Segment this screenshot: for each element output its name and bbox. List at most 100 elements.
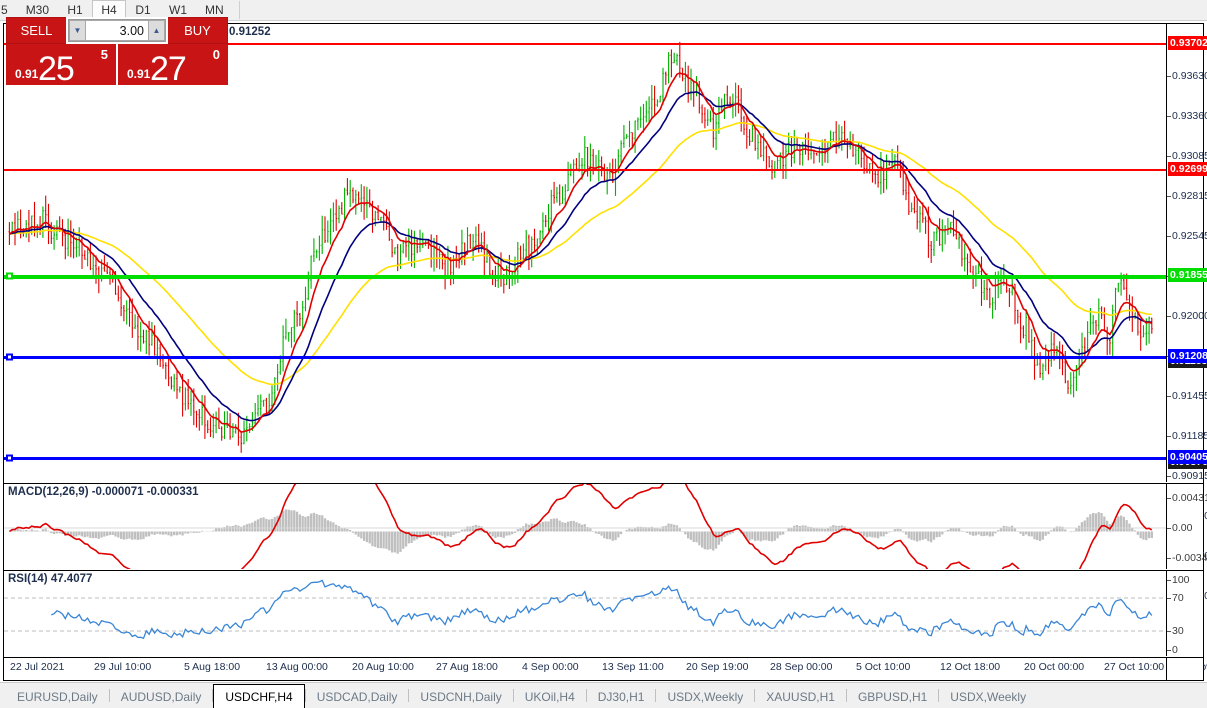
tab-divider	[655, 689, 657, 702]
price-axis-label: 0.93085	[1172, 150, 1207, 162]
tab-divider	[304, 689, 306, 702]
timeframe-w1[interactable]: W1	[169, 3, 188, 17]
tab-divider	[212, 689, 214, 702]
price-level-chip-blue[interactable]: 0.90405	[1168, 450, 1207, 464]
buy-price-prefix: 0.91	[127, 67, 151, 81]
chart-tab-xauusd-h1[interactable]: XAUUSD,H1	[766, 690, 835, 704]
chart-tab-usdx-weekly[interactable]: USDX,Weekly	[950, 690, 1027, 704]
volume-spinner[interactable]: ▼ 3.00 ▲	[68, 19, 166, 42]
volume-decrease-icon[interactable]: ▼	[69, 20, 86, 41]
octp-quotes-row: 0.91 25 5 0.91 27 0	[6, 44, 228, 85]
rsi-title: RSI(14) 47.4077	[8, 573, 93, 585]
chart-tab-usdcnh-daily[interactable]: USDCNH,Daily	[420, 690, 502, 704]
rsi-axis-label: 70	[1172, 592, 1184, 604]
level-handle-support-lower[interactable]	[6, 454, 13, 462]
timeframe-toolbar: 5 M30 H1 H4 D1 W1 MN	[0, 0, 1207, 21]
price-level-chip-red[interactable]: 0.92699	[1168, 162, 1207, 176]
time-axis-label: 29 Jul 10:00	[94, 661, 152, 673]
ma-fast-line	[8, 72, 1153, 433]
rsi-axis-tick	[1167, 580, 1171, 581]
time-axis-label: 13 Sep 11:00	[602, 661, 664, 673]
buy-price-pips: 27	[150, 50, 187, 85]
level-line-resistance-mid[interactable]	[4, 169, 1166, 171]
price-axis[interactable]: 0.936300.933600.930850.928150.925450.922…	[1166, 24, 1207, 602]
timeframe-m30[interactable]: M30	[25, 3, 50, 17]
tab-divider	[938, 689, 940, 702]
rsi-pane[interactable]: RSI(14) 47.4077 100 70 30 0	[4, 570, 1203, 656]
level-line-resistance-upper[interactable]	[4, 43, 1166, 45]
tab-divider	[754, 689, 756, 702]
tab-divider	[108, 689, 110, 702]
level-handle-support-upper[interactable]	[6, 353, 13, 361]
rsi-svg	[4, 579, 1166, 640]
macd-axis-label: -0.003405	[1172, 552, 1207, 564]
timeframe-d1[interactable]: D1	[135, 3, 151, 17]
rsi-axis-label: 100	[1172, 574, 1190, 586]
tab-divider	[512, 689, 514, 702]
ma-slow-line	[9, 121, 1152, 386]
sell-price-quote[interactable]: 0.91 25 5	[6, 44, 116, 85]
time-axis[interactable]: 22 Jul 2021 29 Jul 10:00 5 Aug 18:00 13 Aug…	[4, 657, 1207, 680]
rsi-axis-tick	[1167, 631, 1171, 632]
sell-price-fraction: 5	[100, 47, 108, 62]
chart-tab-gbpusd-h1[interactable]: GBPUSD,H1	[857, 690, 928, 704]
candlestick-svg	[8, 41, 1153, 453]
price-level-chip-red[interactable]: 0.93702	[1168, 36, 1207, 50]
tab-divider	[585, 689, 587, 702]
price-plot-area[interactable]	[4, 24, 1166, 482]
chart-tab-eurusd-daily[interactable]: EURUSD,Daily	[17, 690, 98, 704]
level-line-support-upper[interactable]	[4, 356, 1166, 359]
ohlc-close: 0.91252	[229, 25, 271, 38]
price-axis-tick	[1167, 196, 1171, 197]
time-axis-label: 20 Aug 10:00	[352, 661, 414, 673]
time-axis-label: 22 Jul 2021	[10, 661, 65, 673]
price-axis-label: 0.92000	[1172, 310, 1207, 322]
macd-pane[interactable]: MACD(12,26,9) -0.000071 -0.000331 0.0043…	[4, 483, 1207, 569]
chart-tab-usdchf-h4[interactable]: USDCHF,H4	[213, 684, 305, 708]
macd-axis-label: 0.00	[1172, 522, 1193, 534]
time-axis-labels: 22 Jul 2021 29 Jul 10:00 5 Aug 18:00 13 Aug…	[4, 658, 1207, 680]
volume-input[interactable]: 3.00	[86, 20, 148, 41]
level-handle-bid-line[interactable]	[6, 272, 13, 280]
time-axis-label: 20 Oct 00:00	[1024, 661, 1085, 673]
price-axis-tick	[1167, 476, 1171, 477]
macd-axis-label: 0.00431	[1172, 492, 1207, 504]
macd-svg	[4, 484, 1166, 569]
macd-plot-area[interactable]	[4, 484, 1166, 569]
macd-axis: 0.00431 0.00 -0.003405	[1166, 484, 1207, 569]
price-axis-label: 0.91185	[1172, 430, 1207, 442]
price-pane[interactable]: 0.936300.933600.930850.928150.925450.922…	[4, 24, 1207, 602]
level-line-support-lower[interactable]	[4, 457, 1166, 460]
one-click-trading-panel[interactable]: SELL ▼ 3.00 ▲ BUY 0.91 25 5 0.91 27 0	[6, 17, 228, 85]
rsi-plot-area[interactable]	[4, 571, 1166, 656]
macd-axis-tick	[1167, 558, 1171, 559]
sell-price-prefix: 0.91	[15, 67, 39, 81]
price-axis-label: 0.90915	[1172, 470, 1207, 482]
volume-increase-icon[interactable]: ▲	[148, 20, 165, 41]
chart-tab-usdcad-daily[interactable]: USDCAD,Daily	[316, 690, 398, 704]
chart-tab-bar[interactable]: EURUSD,Daily AUDUSD,Daily USDCHF,H4 USDCAD,…	[0, 682, 1207, 708]
rsi-axis-tick	[1167, 598, 1171, 599]
time-axis-label: 27 Oct 10:00	[1104, 661, 1165, 673]
level-line-bid-line[interactable]	[4, 275, 1166, 279]
price-level-chip-green[interactable]: 0.91855	[1168, 268, 1207, 282]
sell-price-pips: 25	[38, 50, 75, 85]
macd-histogram	[11, 509, 1153, 554]
price-level-chip-blue[interactable]: 0.91208	[1168, 349, 1207, 363]
time-axis-label: 5 Oct 10:00	[856, 661, 911, 673]
timeframe-mn[interactable]: MN	[205, 3, 224, 17]
timeframe-m5[interactable]: 5	[1, 3, 8, 17]
sell-button[interactable]: SELL	[6, 17, 66, 44]
chart-tab-dj30-h1[interactable]: DJ30,H1	[597, 690, 645, 704]
buy-price-quote[interactable]: 0.91 27 0	[118, 44, 228, 85]
chart-tab-audusd-daily[interactable]: AUDUSD,Daily	[120, 690, 202, 704]
chart-tab-ukoil-h4[interactable]: UKOil,H4	[524, 690, 575, 704]
buy-button[interactable]: BUY	[168, 17, 228, 44]
price-axis-tick	[1167, 116, 1171, 117]
price-axis-label: 0.93360	[1172, 110, 1207, 122]
timeframe-h4[interactable]: H4	[92, 0, 127, 20]
timeframe-h1[interactable]: H1	[67, 3, 83, 17]
chart-tab-usdx-weekly[interactable]: USDX,Weekly	[667, 690, 744, 704]
rsi-axis-tick	[1167, 650, 1171, 651]
